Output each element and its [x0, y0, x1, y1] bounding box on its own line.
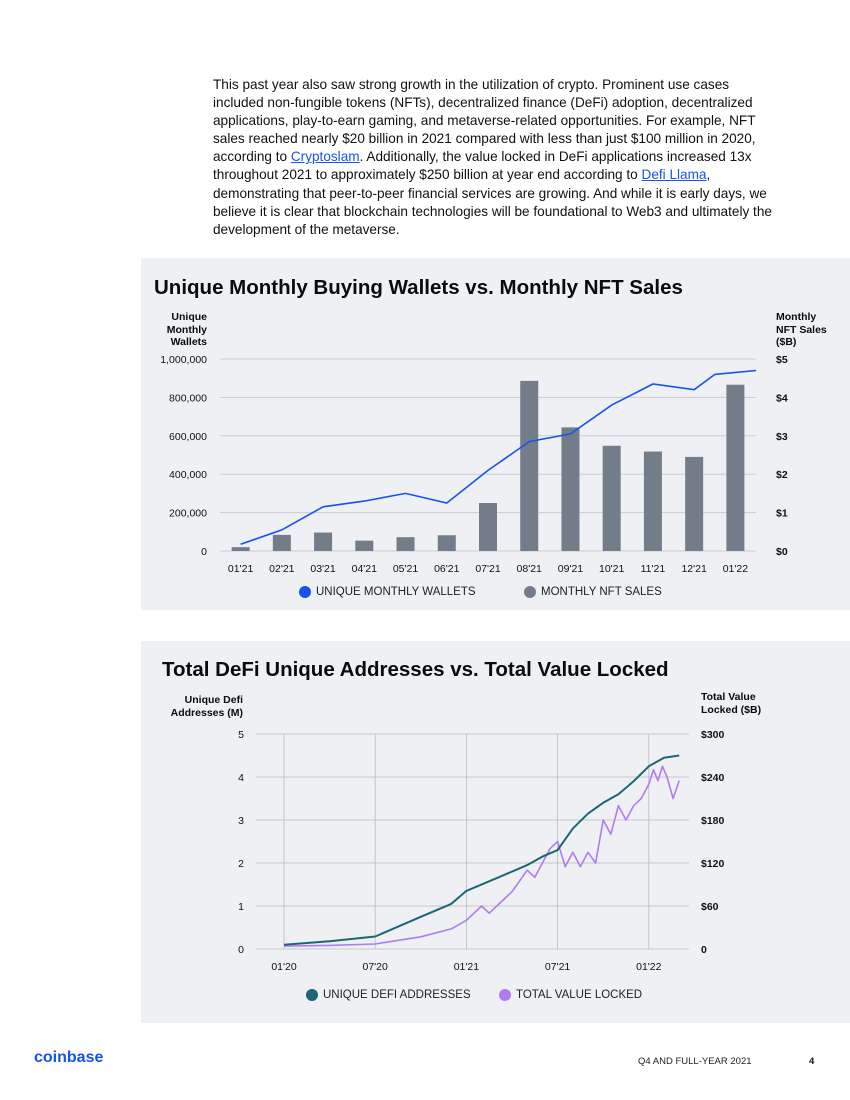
chart2-y-right-tick: $60 — [701, 901, 719, 913]
chart2-right-axis-line: Total Value — [701, 691, 756, 703]
chart1-right-axis-line: Monthly — [776, 311, 817, 323]
report-name: Q4 AND FULL-YEAR 2021 — [638, 1056, 752, 1067]
chart1-y-right-tick: $2 — [776, 469, 788, 481]
legend-dot-icon — [299, 586, 311, 598]
chart1-y-left-tick: 600,000 — [169, 431, 207, 443]
chart1-y-left-tick: 800,000 — [169, 392, 207, 404]
chart2-right-axis-line: Locked ($B) — [701, 703, 762, 716]
chart1-y-right-tick: $3 — [776, 431, 788, 443]
chart1-bar — [479, 503, 497, 551]
chart2-legend-addresses: UNIQUE DEFI ADDRESSES — [306, 989, 471, 1001]
chart1-x-tick: 09'21 — [558, 563, 584, 575]
chart1-left-axis-line: Wallets — [170, 336, 207, 348]
chart2-left-axis-line: Addresses (M) — [170, 706, 243, 719]
chart1-right-axis-line: ($B) — [776, 336, 797, 348]
chart1-bar — [231, 547, 250, 551]
defi-chart-panel: Total DeFi Unique Addresses vs. Total Va… — [141, 641, 850, 1023]
chart2-x-tick: 07'21 — [545, 961, 571, 973]
cryptoslam-link[interactable]: Cryptoslam — [290, 149, 360, 165]
chart1-y-right-tick: $5 — [776, 354, 788, 366]
chart2-x-tick: 01'20 — [271, 961, 297, 973]
chart1-x-tick: 06'21 — [434, 563, 460, 575]
chart1-x-tick: 07'21 — [475, 563, 501, 575]
chart2-left-axis-label: Unique Defi Addresses (M) — [141, 694, 243, 719]
intro-text-3: , demonstrating that peer-to-peer financ… — [213, 167, 772, 237]
nft-chart-panel: Unique Monthly Buying Wallets vs. Monthl… — [141, 258, 850, 610]
chart2-title: Total DeFi Unique Addresses vs. Total Va… — [162, 658, 669, 681]
chart1-legend-sales: MONTHLY NFT SALES — [524, 586, 662, 598]
chart1-bar — [561, 427, 580, 551]
chart1-y-left-tick: 200,000 — [169, 508, 207, 520]
legend-label: MONTHLY NFT SALES — [541, 586, 662, 598]
chart2-x-tick: 01'21 — [454, 961, 480, 973]
chart1-y-left-tick: 0 — [201, 546, 207, 558]
chart1-bar — [355, 540, 374, 551]
intro-paragraph: This past year also saw strong growth in… — [213, 76, 773, 239]
chart1-right-axis-label: Monthly NFT Sales ($B) — [776, 311, 827, 349]
legend-label: UNIQUE DEFI ADDRESSES — [323, 989, 471, 1001]
legend-label: UNIQUE MONTHLY WALLETS — [316, 586, 476, 598]
chart2-tvl-line — [283, 765, 680, 947]
defi-chart: 5 $300 4 $240 3 $180 2 $120 1 $60 0 0 01'20 07'20 01'2… — [238, 729, 725, 973]
chart1-right-axis-line: NFT Sales — [776, 323, 827, 336]
chart1-left-axis-label: Unique Monthly Wallets — [141, 311, 207, 349]
chart2-y-left-tick: 1 — [238, 901, 244, 913]
legend-dot-icon — [499, 989, 511, 1001]
chart1-x-tick: 01'21 — [228, 563, 254, 575]
chart1-x-tick: 04'21 — [352, 563, 378, 575]
chart1-bar — [520, 380, 539, 551]
chart1-y-right-tick: $4 — [776, 392, 788, 404]
chart1-y-right-tick: $0 — [776, 546, 788, 558]
chart2-y-right-tick: $240 — [701, 772, 725, 784]
legend-dot-icon — [306, 989, 318, 1001]
chart1-bar — [643, 451, 662, 551]
intro-text-1: This past year also saw strong growth in… — [213, 77, 756, 165]
chart2-y-left-tick: 5 — [238, 729, 244, 741]
chart1-bar — [272, 534, 291, 551]
chart1-left-axis-line: Monthly — [166, 323, 207, 336]
chart1-bar — [726, 384, 745, 551]
chart2-addresses-line — [283, 754, 680, 946]
coinbase-logo: coinbase — [34, 1049, 104, 1066]
chart1-bar — [602, 445, 621, 551]
chart2-y-right-tick: $300 — [701, 729, 725, 741]
chart1-bar — [314, 532, 333, 551]
chart1-x-tick: 08'21 — [517, 563, 543, 575]
chart1-y-right-tick: $1 — [776, 508, 788, 520]
chart2-x-tick: 01'22 — [636, 961, 662, 973]
chart2-y-right-tick: $120 — [701, 858, 725, 870]
chart2-y-right-tick: 0 — [701, 944, 707, 956]
chart1-legend-wallets: UNIQUE MONTHLY WALLETS — [299, 586, 476, 598]
defi-llama-link[interactable]: Defi Llama — [641, 167, 707, 183]
chart1-x-tick: 12'21 — [681, 563, 707, 575]
chart1-y-left-tick: 1,000,000 — [160, 354, 207, 366]
chart2-legend-tvl: TOTAL VALUE LOCKED — [499, 989, 642, 1001]
chart2-x-tick: 07'20 — [363, 961, 389, 973]
chart1-wallets-line — [240, 369, 757, 546]
nft-sales-chart: 1,000,000 $5 800,000 $4 600,000 $3 400,000 $2 20… — [160, 354, 788, 575]
chart2-y-left-tick: 3 — [238, 815, 244, 827]
chart1-x-tick: 05'21 — [393, 563, 419, 575]
chart1-bar — [396, 537, 415, 551]
chart1-x-tick: 02'21 — [269, 563, 295, 575]
page-number: 4 — [809, 1056, 815, 1067]
chart1-title: Unique Monthly Buying Wallets vs. Monthl… — [154, 276, 683, 299]
chart1-left-axis-line: Unique — [171, 311, 207, 323]
chart2-y-right-tick: $180 — [701, 815, 725, 827]
intro-text-2: . Additionally, the value locked in DeFi… — [213, 149, 752, 183]
chart1-x-tick: 03'21 — [310, 563, 336, 575]
chart2-left-axis-line: Unique Defi — [184, 694, 243, 706]
chart2-y-left-tick: 4 — [238, 772, 244, 784]
chart1-y-left-tick: 400,000 — [169, 469, 207, 481]
legend-dot-icon — [524, 586, 536, 598]
chart1-x-tick: 10'21 — [599, 563, 625, 575]
chart2-y-left-tick: 0 — [238, 944, 244, 956]
chart2-right-axis-label: Total Value Locked ($B) — [701, 691, 761, 716]
chart1-x-tick: 01'22 — [723, 563, 749, 575]
chart1-bar — [685, 456, 704, 551]
chart2-y-left-tick: 2 — [238, 858, 244, 870]
chart1-bar — [437, 535, 456, 551]
legend-label: TOTAL VALUE LOCKED — [516, 989, 643, 1001]
chart1-x-tick: 11'21 — [641, 563, 666, 575]
